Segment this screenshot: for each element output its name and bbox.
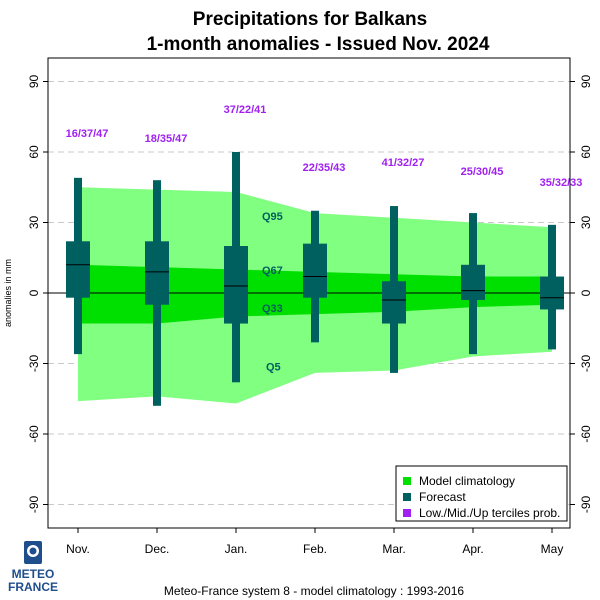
y-tick-label-left: -90 — [27, 496, 41, 514]
legend-swatch-climatology — [403, 477, 411, 485]
legend-entry-climatology: Model climatology — [419, 474, 515, 488]
x-tick-label: Apr. — [462, 542, 483, 556]
y-tick-label-right: 60 — [579, 145, 593, 159]
legend-entry-forecast: Forecast — [419, 490, 466, 504]
forecast-box — [461, 264, 485, 301]
legend-swatch-terciles — [403, 509, 411, 517]
x-tick-label: Mar. — [382, 542, 405, 556]
logo-emblem-dot — [29, 547, 37, 555]
y-tick-label-left: 90 — [27, 75, 41, 89]
chart-subtitle: 1-month anomalies - Issued Nov. 2024 — [147, 34, 490, 55]
chart-title: Precipitations for Balkans — [193, 9, 427, 30]
forecast-box — [382, 281, 406, 324]
forecast-box — [224, 246, 248, 324]
y-tick-label-right: -90 — [579, 496, 593, 514]
x-tick-label: Dec. — [145, 542, 170, 556]
tercile-label: 37/22/41 — [224, 104, 267, 116]
tercile-label: 35/32/33 — [540, 177, 583, 189]
y-tick-label-right: 90 — [579, 75, 593, 89]
quantile-label-q67: Q67 — [262, 265, 283, 277]
plot-area: Q95 Q67 Q33 Q5 16/37/47 18/35/47 37/22/41 22/35… — [27, 57, 593, 556]
x-tick-label: Jan. — [225, 542, 248, 556]
y-tick-label-right: -60 — [579, 425, 593, 443]
tercile-label: 22/35/43 — [303, 162, 346, 174]
y-tick-label-left: 60 — [27, 145, 41, 159]
forecast-box — [145, 241, 169, 305]
tercile-label: 25/30/45 — [461, 166, 504, 178]
logo-text-meteo: METEO — [12, 567, 55, 581]
forecast-box — [66, 241, 90, 298]
tercile-label: 16/37/47 — [66, 128, 109, 140]
y-tick-label-left: 0 — [27, 289, 41, 296]
y-tick-label-right: -30 — [579, 355, 593, 373]
legend-entry-terciles: Low./Mid./Up terciles prob. — [419, 506, 560, 520]
tercile-label: 41/32/27 — [382, 157, 425, 169]
meteo-france-logo: METEO FRANCE — [8, 541, 58, 594]
x-tick-label: Feb. — [303, 542, 327, 556]
tercile-label: 18/35/47 — [145, 133, 188, 145]
footer-note: Meteo-France system 8 - model climatolog… — [164, 584, 464, 598]
x-tick-label: Nov. — [66, 542, 90, 556]
y-tick-label-left: -30 — [27, 355, 41, 373]
forecast-box — [303, 243, 327, 298]
x-tick-label: May — [541, 542, 564, 556]
legend-swatch-forecast — [403, 493, 411, 501]
y-axis-label: anomalies in mm — [3, 259, 13, 327]
y-tick-label-left: 30 — [27, 216, 41, 230]
y-tick-label-left: -60 — [27, 425, 41, 443]
forecast-box — [540, 276, 564, 310]
y-tick-label-right: 0 — [579, 289, 593, 296]
quantile-label-q33: Q33 — [262, 303, 283, 315]
quantile-label-q95: Q95 — [262, 211, 283, 223]
legend: Model climatology Forecast Low./Mid./Up … — [395, 465, 568, 522]
quantile-label-q5: Q5 — [266, 362, 281, 374]
y-tick-label-right: 30 — [579, 216, 593, 230]
legend-box — [395, 465, 568, 522]
logo-text-france: FRANCE — [8, 580, 58, 594]
